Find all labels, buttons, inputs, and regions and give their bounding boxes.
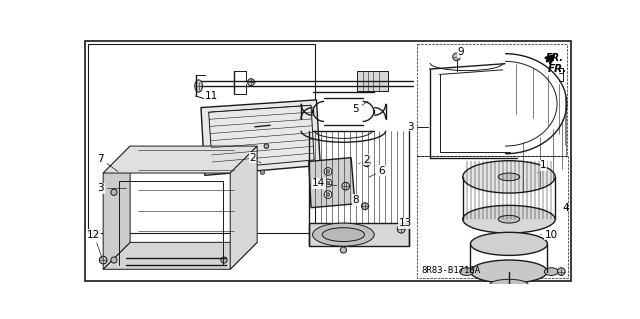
Text: 4: 4	[563, 203, 570, 213]
Ellipse shape	[326, 181, 330, 185]
Polygon shape	[308, 223, 409, 246]
Ellipse shape	[324, 168, 332, 175]
Text: 5: 5	[353, 101, 368, 114]
Ellipse shape	[470, 232, 547, 256]
Ellipse shape	[557, 268, 565, 275]
Text: 8: 8	[353, 195, 363, 205]
Ellipse shape	[452, 53, 460, 61]
Text: 9: 9	[457, 47, 464, 61]
Polygon shape	[230, 146, 257, 269]
Polygon shape	[357, 70, 388, 91]
Text: 2: 2	[359, 155, 370, 165]
Text: 11: 11	[204, 91, 218, 101]
Ellipse shape	[363, 160, 370, 167]
Text: FR.: FR.	[548, 64, 568, 74]
Polygon shape	[103, 242, 257, 269]
Polygon shape	[201, 100, 320, 175]
Ellipse shape	[498, 215, 520, 223]
Ellipse shape	[312, 223, 374, 246]
Text: 14: 14	[312, 178, 337, 188]
Ellipse shape	[498, 173, 520, 181]
Text: 13: 13	[398, 218, 412, 228]
Ellipse shape	[545, 268, 558, 275]
Ellipse shape	[460, 268, 474, 275]
Ellipse shape	[342, 182, 349, 190]
Bar	[88, 44, 315, 233]
Text: 12: 12	[87, 230, 102, 259]
Ellipse shape	[490, 279, 528, 290]
Bar	[417, 156, 568, 278]
Text: 10: 10	[541, 230, 558, 240]
Ellipse shape	[264, 144, 269, 148]
Polygon shape	[103, 146, 257, 173]
Ellipse shape	[397, 226, 405, 233]
Ellipse shape	[111, 189, 117, 195]
Ellipse shape	[463, 161, 555, 193]
Ellipse shape	[463, 205, 555, 233]
Ellipse shape	[221, 257, 227, 263]
Text: 2: 2	[249, 152, 261, 163]
Ellipse shape	[340, 247, 346, 253]
Polygon shape	[103, 146, 130, 269]
Ellipse shape	[326, 193, 330, 197]
Text: 6: 6	[369, 166, 385, 177]
Ellipse shape	[322, 228, 365, 241]
Text: 8R83-B1710A: 8R83-B1710A	[422, 266, 481, 275]
Ellipse shape	[324, 191, 332, 198]
Text: 3: 3	[97, 183, 127, 193]
Polygon shape	[308, 158, 355, 208]
Ellipse shape	[324, 179, 332, 187]
Ellipse shape	[248, 79, 255, 85]
Text: FR.: FR.	[545, 53, 563, 63]
Text: 7: 7	[97, 154, 118, 171]
Ellipse shape	[326, 170, 330, 174]
Bar	[417, 44, 566, 156]
Ellipse shape	[470, 260, 547, 283]
Text: 1: 1	[538, 160, 547, 173]
Ellipse shape	[195, 80, 202, 92]
Ellipse shape	[99, 256, 107, 264]
Ellipse shape	[111, 257, 117, 263]
Text: 3: 3	[408, 122, 414, 132]
Ellipse shape	[260, 170, 265, 174]
Ellipse shape	[362, 203, 369, 210]
